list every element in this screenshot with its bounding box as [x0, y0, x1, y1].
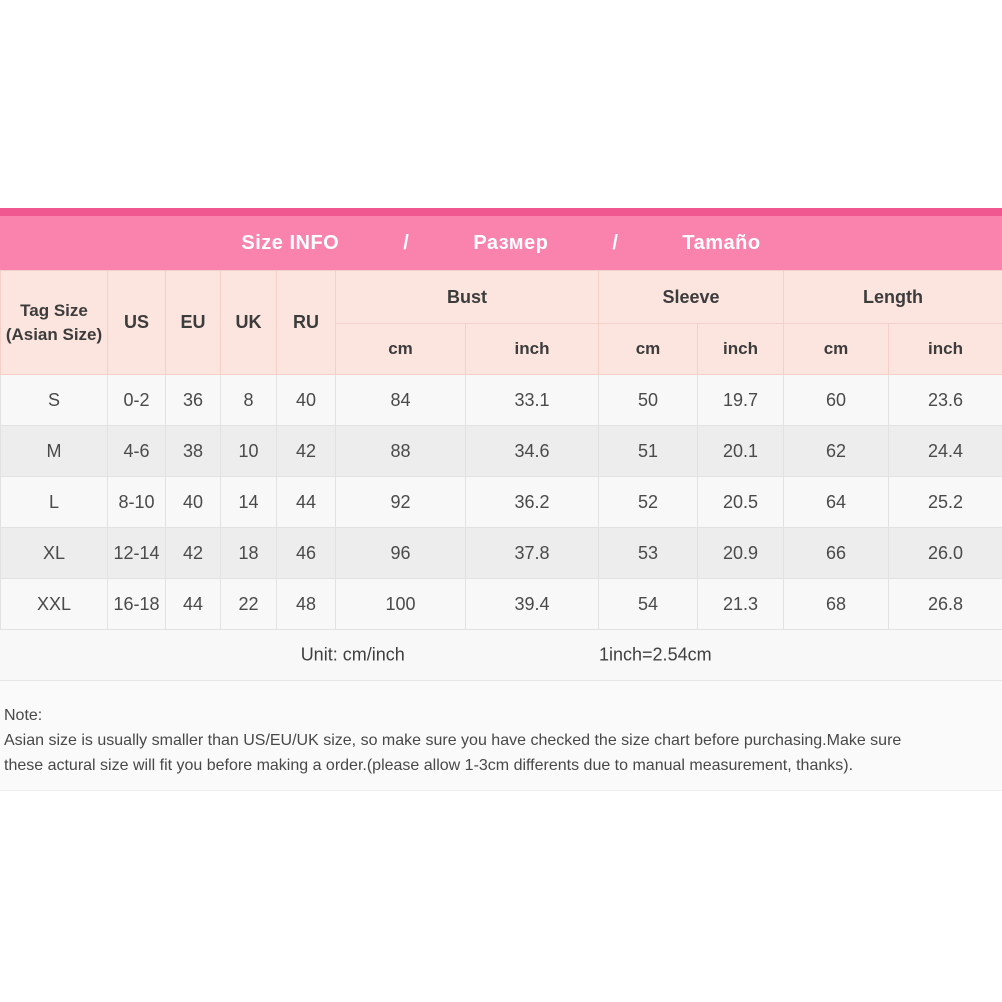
size-value-cell: 92 — [335, 476, 466, 528]
size-value-cell: 51 — [598, 425, 698, 477]
size-value-cell: 23.6 — [888, 374, 1002, 426]
size-value-cell: 39.4 — [465, 578, 599, 630]
banner-title-ru: Размер — [473, 231, 549, 254]
size-label-cell: L — [0, 476, 108, 528]
size-value-cell: 54 — [598, 578, 698, 630]
size-value-cell: 68 — [783, 578, 889, 630]
banner-separator: / — [612, 231, 619, 254]
header-uk: UK — [220, 270, 277, 375]
size-value-cell: 40 — [276, 374, 336, 426]
banner-separator: / — [403, 231, 410, 254]
size-value-cell: 62 — [783, 425, 889, 477]
size-value-cell: 50 — [598, 374, 698, 426]
size-chart-content: Size INFO / Размер / Tamaño Tag Size (As… — [0, 208, 1002, 791]
size-value-cell: 38 — [165, 425, 221, 477]
size-value-cell: 0-2 — [107, 374, 166, 426]
size-value-cell: 96 — [335, 527, 466, 579]
header-length: Length — [783, 270, 1002, 324]
size-value-cell: 21.3 — [697, 578, 784, 630]
header-eu: EU — [165, 270, 221, 375]
table-row: XL 12-14 42 18 46 96 37.8 53 20.9 66 26.0 — [0, 527, 1002, 579]
size-label-cell: S — [0, 374, 108, 426]
size-table-body: S 0-2 36 8 40 84 33.1 50 19.7 60 23.6 M 4-6 38 10 42 88 3… — [0, 374, 1002, 630]
size-value-cell: 42 — [165, 527, 221, 579]
size-info-banner: Size INFO / Размер / Tamaño — [0, 216, 1002, 270]
note-heading: Note: — [4, 707, 43, 724]
header-ru: RU — [276, 270, 336, 375]
size-label-cell: XXL — [0, 578, 108, 630]
size-value-cell: 20.1 — [697, 425, 784, 477]
size-label-cell: XL — [0, 527, 108, 579]
size-value-cell: 36.2 — [465, 476, 599, 528]
header-tag-size: Tag Size (Asian Size) — [0, 270, 108, 375]
size-value-cell: 20.9 — [697, 527, 784, 579]
size-value-cell: 26.8 — [888, 578, 1002, 630]
note-section: Note: Asian size is usually smaller than… — [0, 681, 1002, 791]
header-bust-inch: inch — [465, 323, 599, 375]
header-length-inch: inch — [888, 323, 1002, 375]
size-value-cell: 19.7 — [697, 374, 784, 426]
size-value-cell: 36 — [165, 374, 221, 426]
header-sleeve-inch: inch — [697, 323, 784, 375]
table-row: XXL 16-18 44 22 48 100 39.4 54 21.3 68 26.8 — [0, 578, 1002, 630]
size-value-cell: 33.1 — [465, 374, 599, 426]
header-length-cm: cm — [783, 323, 889, 375]
size-value-cell: 42 — [276, 425, 336, 477]
size-value-cell: 26.0 — [888, 527, 1002, 579]
size-value-cell: 14 — [220, 476, 277, 528]
unit-label: Unit: cm/inch — [300, 644, 405, 665]
size-value-cell: 37.8 — [465, 527, 599, 579]
size-value-cell: 64 — [783, 476, 889, 528]
size-value-cell: 34.6 — [465, 425, 599, 477]
table-row: L 8-10 40 14 44 92 36.2 52 20.5 64 25.2 — [0, 476, 1002, 528]
size-chart-table: Tag Size (Asian Size) US EU UK RU Bust S… — [0, 270, 1002, 630]
header-us: US — [107, 270, 166, 375]
size-value-cell: 10 — [220, 425, 277, 477]
size-value-cell: 12-14 — [107, 527, 166, 579]
size-value-cell: 52 — [598, 476, 698, 528]
table-row: S 0-2 36 8 40 84 33.1 50 19.7 60 23.6 — [0, 374, 1002, 426]
size-value-cell: 4-6 — [107, 425, 166, 477]
size-table-header: Tag Size (Asian Size) US EU UK RU Bust S… — [0, 270, 1002, 375]
size-value-cell: 16-18 — [107, 578, 166, 630]
size-value-cell: 24.4 — [888, 425, 1002, 477]
size-value-cell: 44 — [276, 476, 336, 528]
size-value-cell: 66 — [783, 527, 889, 579]
size-label-cell: M — [0, 425, 108, 477]
header-bust-cm: cm — [335, 323, 466, 375]
size-value-cell: 8 — [220, 374, 277, 426]
banner-title-en: Size INFO — [241, 231, 340, 254]
banner-title-es: Tamaño — [682, 231, 761, 254]
note-text-line: Asian size is usually smaller than US/EU… — [4, 732, 902, 749]
size-value-cell: 22 — [220, 578, 277, 630]
size-value-cell: 60 — [783, 374, 889, 426]
note-text-line: these actural size will fit you before m… — [4, 757, 854, 774]
size-value-cell: 100 — [335, 578, 466, 630]
unit-footer-row: Unit: cm/inch 1inch=2.54cm — [0, 630, 1002, 681]
size-value-cell: 53 — [598, 527, 698, 579]
size-value-cell: 48 — [276, 578, 336, 630]
size-value-cell: 88 — [335, 425, 466, 477]
conversion-label: 1inch=2.54cm — [599, 644, 712, 665]
table-row: M 4-6 38 10 42 88 34.6 51 20.1 62 24.4 — [0, 425, 1002, 477]
size-value-cell: 46 — [276, 527, 336, 579]
size-value-cell: 25.2 — [888, 476, 1002, 528]
size-value-cell: 44 — [165, 578, 221, 630]
size-value-cell: 20.5 — [697, 476, 784, 528]
size-value-cell: 40 — [165, 476, 221, 528]
header-bust: Bust — [335, 270, 599, 324]
header-sleeve-cm: cm — [598, 323, 698, 375]
size-value-cell: 8-10 — [107, 476, 166, 528]
size-value-cell: 18 — [220, 527, 277, 579]
size-value-cell: 84 — [335, 374, 466, 426]
banner-accent-stripe — [0, 208, 1002, 216]
header-sleeve: Sleeve — [598, 270, 784, 324]
